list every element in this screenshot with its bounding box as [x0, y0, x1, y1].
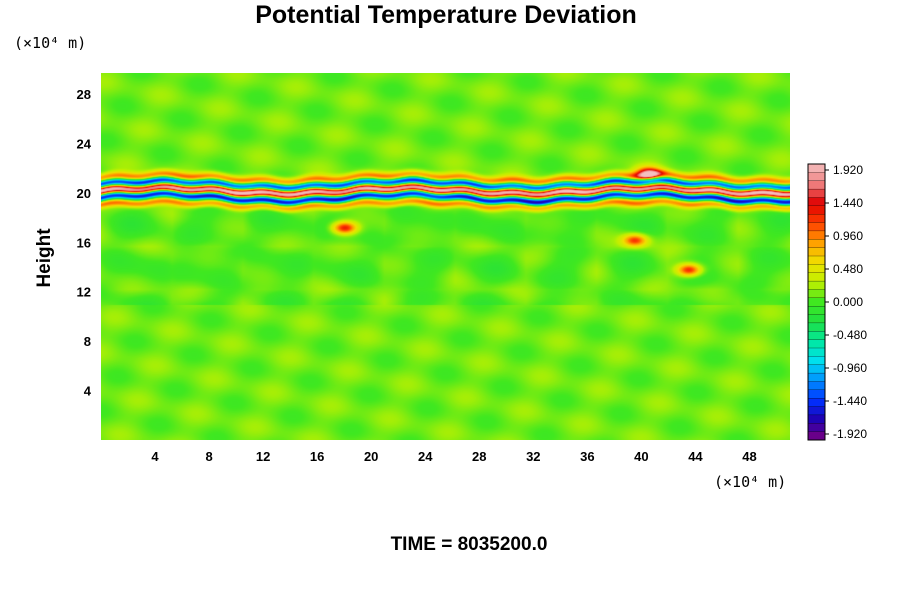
colorbar-swatch — [807, 264, 826, 274]
y-axis-ticks: 4 8 12 16 20 24 28 — [77, 87, 92, 399]
plot-area — [101, 73, 790, 440]
colorbar-label: 0.000 — [833, 295, 863, 309]
colorbar-swatch — [807, 364, 826, 374]
colorbar-swatch — [807, 272, 826, 282]
colorbar-label: 0.480 — [833, 262, 863, 276]
y-tick-label: 16 — [77, 235, 91, 250]
colorbar-swatch — [807, 423, 826, 433]
colorbar-swatch — [807, 197, 826, 207]
colorbar-label: 1.440 — [833, 196, 863, 210]
colorbar-swatch — [807, 339, 826, 349]
y-tick-label: 4 — [84, 384, 92, 399]
x-tick-label: 32 — [526, 449, 540, 464]
colorbar-swatch — [807, 188, 826, 198]
x-tick-label: 44 — [688, 449, 703, 464]
colorbar-label: 1.920 — [833, 163, 863, 177]
colorbar-swatch — [807, 381, 826, 391]
x-tick-label: 48 — [742, 449, 756, 464]
colorbar-swatch — [807, 331, 826, 341]
x-unit-label: (×10⁴ m) — [714, 473, 786, 491]
colorbar-label: -1.920 — [833, 427, 867, 441]
heatmap-canvas — [101, 73, 790, 440]
colorbar-swatch — [807, 289, 826, 299]
colorbar-swatch — [807, 347, 826, 357]
colorbar-swatch — [807, 163, 826, 173]
colorbar-swatch — [807, 172, 826, 182]
y-tick-label: 24 — [77, 136, 92, 151]
x-tick-label: 4 — [151, 449, 159, 464]
colorbar-swatch — [807, 205, 826, 215]
colorbar-swatch — [807, 322, 826, 332]
colorbar-swatch — [807, 180, 826, 190]
colorbar-label: 0.960 — [833, 229, 863, 243]
y-tick-label: 12 — [77, 285, 91, 300]
colorbar-swatch — [807, 222, 826, 232]
colorbar-swatch — [807, 431, 826, 441]
y-unit-label: (×10⁴ m) — [14, 34, 86, 52]
y-tick-label: 8 — [84, 334, 91, 349]
colorbar-swatch — [807, 356, 826, 366]
colorbar-swatch — [807, 214, 826, 223]
colorbar-swatch — [807, 297, 826, 307]
colorbar-label: -0.960 — [833, 361, 867, 375]
x-axis-ticks: 4 8 12 16 20 24 28 32 36 40 44 48 — [151, 449, 756, 464]
colorbar-swatch — [807, 247, 826, 257]
colorbar-swatch — [807, 398, 826, 407]
colorbar-swatch — [807, 314, 826, 324]
x-tick-label: 20 — [364, 449, 378, 464]
colorbar: 1.920 1.440 0.960 0.480 0.000 -0.480 -0.960 -1.… — [807, 163, 867, 441]
x-tick-label: 36 — [580, 449, 594, 464]
x-tick-label: 12 — [256, 449, 270, 464]
x-tick-label: 8 — [205, 449, 212, 464]
y-tick-label: 20 — [77, 186, 91, 201]
x-tick-label: 40 — [634, 449, 648, 464]
colorbar-swatch — [807, 230, 826, 240]
colorbar-swatch — [807, 239, 826, 249]
colorbar-label: -1.440 — [833, 394, 867, 408]
colorbar-swatch — [807, 306, 826, 315]
heatmap-field — [101, 73, 790, 440]
colorbar-swatch — [807, 406, 826, 416]
y-axis-label: Height — [34, 228, 55, 288]
x-tick-label: 24 — [418, 449, 433, 464]
time-label: TIME = 8035200.0 — [391, 534, 548, 555]
x-tick-label: 16 — [310, 449, 324, 464]
x-tick-label: 28 — [472, 449, 486, 464]
y-tick-label: 28 — [77, 87, 91, 102]
chart-title: Potential Temperature Deviation — [255, 1, 637, 29]
colorbar-swatch — [807, 255, 826, 265]
colorbar-label: -0.480 — [833, 328, 867, 342]
colorbar-swatch — [807, 389, 826, 399]
colorbar-swatch — [807, 280, 826, 290]
colorbar-swatch — [807, 372, 826, 382]
colorbar-swatch — [807, 414, 826, 424]
